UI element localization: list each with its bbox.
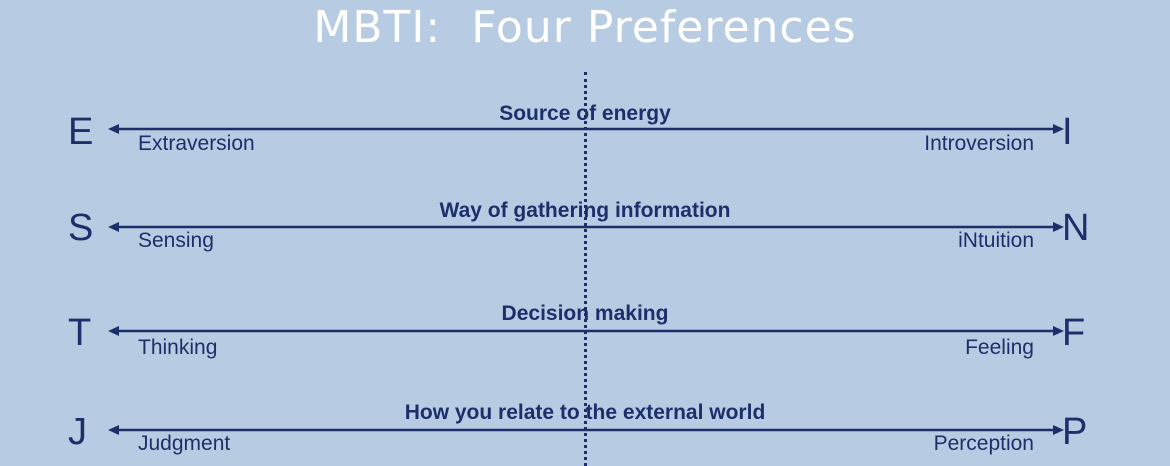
right-label: Perception	[933, 432, 1034, 455]
center-divider	[584, 72, 587, 466]
right-letter: I	[1062, 111, 1073, 153]
left-letter: E	[68, 111, 94, 153]
row-heading: Source of energy	[499, 102, 671, 125]
double-arrow	[108, 326, 1064, 336]
preference-row-decision: T Decision making Thinking F Feeling	[0, 302, 1170, 362]
preference-row-energy: E Source of energy Extraversion I Introv…	[0, 100, 1170, 160]
left-label: Judgment	[138, 432, 231, 455]
left-letter: J	[68, 411, 87, 453]
preference-row-external-world: J How you relate to the external world J…	[0, 401, 1170, 461]
left-letter: S	[68, 207, 94, 249]
right-label: Introversion	[924, 132, 1034, 155]
row-heading: Way of gathering information	[439, 199, 731, 222]
left-letter: T	[68, 312, 92, 354]
right-letter: F	[1062, 312, 1086, 354]
row-heading: Decision making	[501, 302, 669, 325]
row-heading: How you relate to the external world	[404, 401, 766, 424]
left-label: Sensing	[138, 229, 214, 252]
double-arrow	[108, 222, 1064, 232]
preference-row-information: S Way of gathering information Sensing N…	[0, 198, 1170, 258]
left-label: Thinking	[138, 336, 218, 359]
right-label: iNtuition	[958, 229, 1034, 252]
right-letter: N	[1062, 207, 1090, 249]
double-arrow	[108, 425, 1064, 435]
left-label: Extraversion	[138, 132, 255, 155]
double-arrow	[108, 124, 1064, 134]
right-letter: P	[1062, 411, 1088, 453]
right-label: Feeling	[965, 336, 1034, 359]
page-title: MBTI: Four Preferences	[313, 2, 857, 53]
